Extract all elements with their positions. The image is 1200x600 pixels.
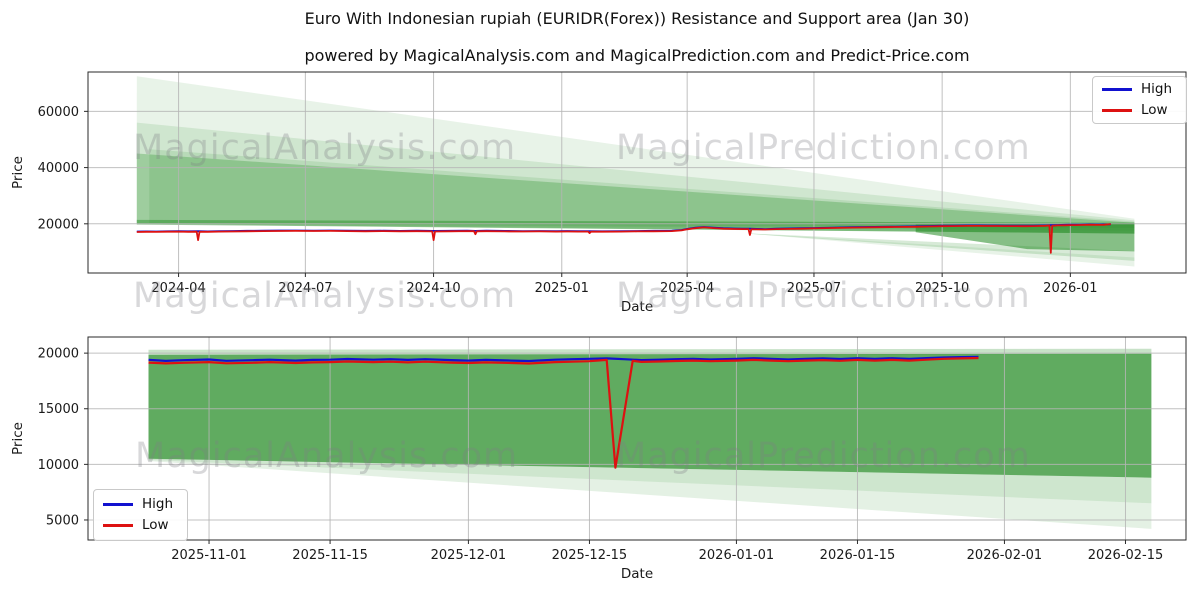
legend-low-label: Low [142, 517, 169, 533]
x-tick-label: 2025-11-01 [171, 548, 247, 563]
legend-item-low: Low [1102, 102, 1176, 119]
x-tick-label: 2026-02-01 [967, 548, 1043, 563]
support-resistance-band [748, 233, 1135, 267]
x-tick-label: 2024-07 [278, 281, 332, 296]
x-tick-label: 2026-01-01 [699, 548, 775, 563]
support-resistance-band [148, 353, 1152, 478]
x-tick-label: 2025-12-15 [552, 548, 628, 563]
chart-title: Euro With Indonesian rupiah (EURIDR(Fore… [304, 9, 970, 28]
high-line [148, 355, 979, 363]
y-tick-label: 40000 [38, 161, 79, 176]
y-tick-label: 20000 [38, 217, 79, 232]
axes-frame [87, 71, 1187, 274]
support-resistance-band [148, 459, 1152, 529]
low-line [148, 356, 979, 469]
x-tick-label: 2025-12-01 [431, 548, 507, 563]
high-line-swatch [103, 503, 133, 506]
y-tick-label: 5000 [46, 513, 79, 528]
legend-high-label: High [1141, 81, 1173, 97]
y-tick-label: 10000 [38, 458, 79, 473]
legend-item-high: High [103, 496, 177, 513]
x-tick-label: 2025-01 [535, 281, 589, 296]
legend-high-label: High [142, 496, 174, 512]
x-tick-label: 2025-07 [787, 281, 841, 296]
x-tick-label: 2026-01 [1043, 281, 1097, 296]
y-tick-label: 20000 [38, 347, 79, 362]
x-tick-label: 2024-04 [151, 281, 205, 296]
y-tick-label: 15000 [38, 402, 79, 417]
axes-frame [87, 336, 1187, 541]
chart-subtitle: powered by MagicalAnalysis.com and Magic… [304, 46, 970, 65]
support-resistance-band [915, 222, 1135, 252]
low-line-swatch [1102, 109, 1132, 112]
support-resistance-band [136, 76, 1135, 226]
legend-top-chart: High Low [1092, 76, 1187, 124]
x-tick-label: 2026-02-15 [1088, 548, 1164, 563]
x-tick-label: 2026-01-15 [820, 548, 896, 563]
support-resistance-band [136, 122, 1135, 228]
x-axis-label: Date [621, 299, 653, 315]
support-resistance-band [748, 233, 1135, 261]
support-resistance-band [148, 458, 1152, 504]
y-axis-label: Price [10, 156, 26, 189]
x-tick-label: 2025-11-15 [292, 548, 368, 563]
x-axis-label: Date [621, 566, 653, 582]
legend-item-low: Low [103, 517, 177, 534]
high-line-swatch [1102, 88, 1132, 91]
x-tick-label: 2025-04 [660, 281, 714, 296]
x-tick-label: 2025-10 [915, 281, 969, 296]
legend-bottom-chart: High Low [93, 489, 188, 541]
y-tick-label: 60000 [38, 105, 79, 120]
low-line-swatch [103, 524, 133, 527]
legend-item-high: High [1102, 81, 1176, 98]
support-resistance-band [149, 149, 1135, 231]
y-axis-label: Price [10, 422, 26, 455]
low-line [136, 223, 1111, 254]
x-tick-label: 2024-10 [406, 281, 460, 296]
support-resistance-band [136, 153, 1135, 234]
legend-low-label: Low [1141, 102, 1168, 118]
